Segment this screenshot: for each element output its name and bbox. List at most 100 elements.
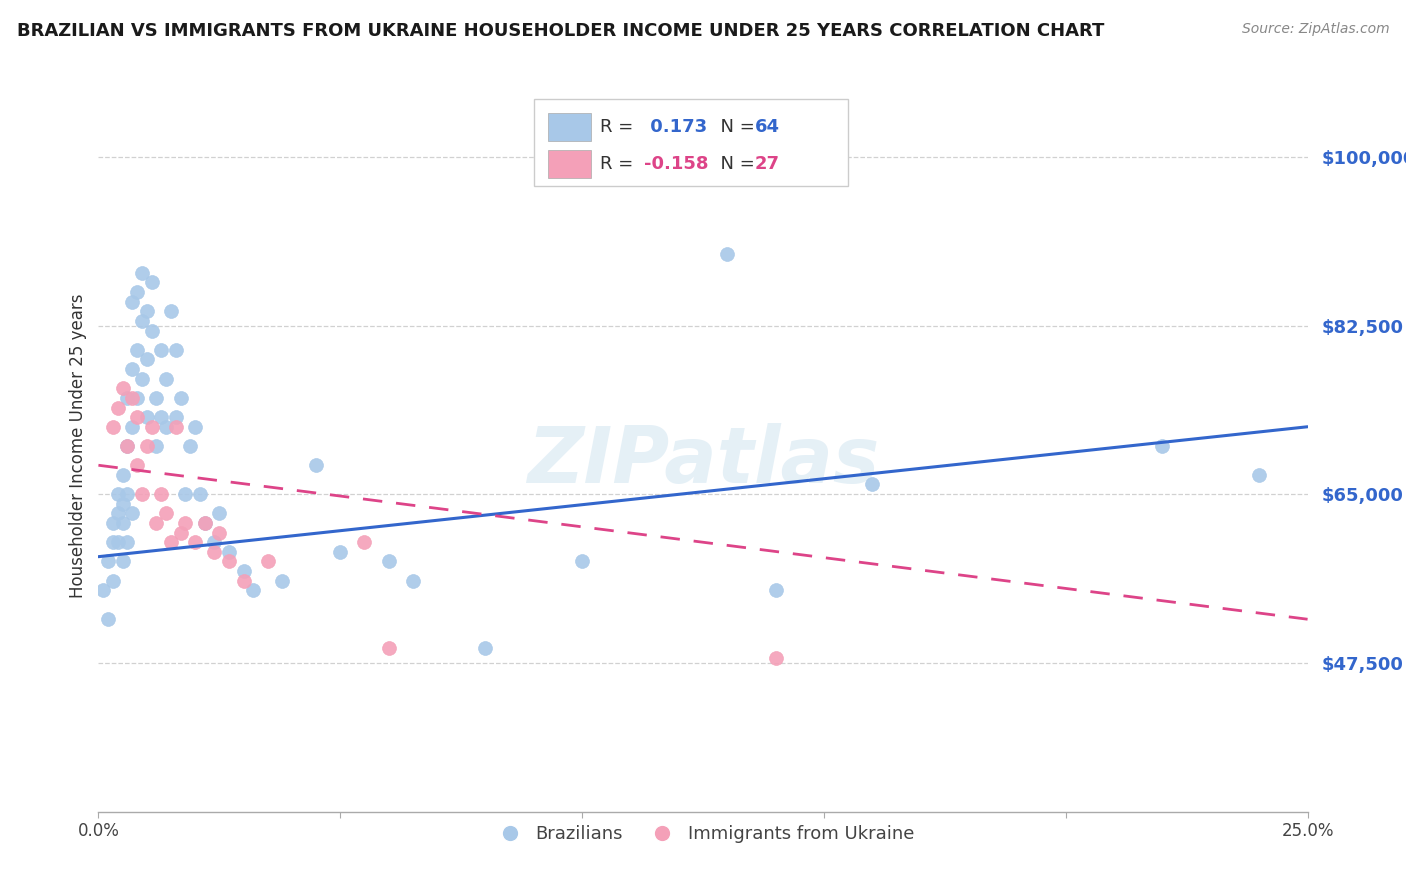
Text: 64: 64 — [755, 118, 780, 136]
Point — [174, 487, 197, 501]
Text: R =: R = — [600, 154, 640, 173]
Point — [91, 583, 114, 598]
Point — [353, 535, 375, 549]
Point — [131, 487, 153, 501]
Point — [150, 410, 173, 425]
Text: N =: N = — [709, 154, 761, 173]
Y-axis label: Householder Income Under 25 years: Householder Income Under 25 years — [69, 293, 87, 599]
Point — [271, 574, 294, 588]
Point — [121, 419, 143, 434]
Point — [117, 439, 139, 453]
Point — [111, 516, 134, 530]
Point — [101, 574, 124, 588]
Point — [155, 507, 177, 521]
Text: Source: ZipAtlas.com: Source: ZipAtlas.com — [1241, 22, 1389, 37]
Point — [716, 246, 738, 260]
Point — [169, 391, 191, 405]
Point — [121, 391, 143, 405]
Point — [329, 545, 352, 559]
Point — [377, 641, 399, 656]
Point — [194, 516, 217, 530]
Point — [402, 574, 425, 588]
Point — [160, 535, 183, 549]
Text: N =: N = — [709, 118, 761, 136]
Point — [97, 554, 120, 568]
Point — [208, 507, 231, 521]
Point — [107, 507, 129, 521]
Point — [111, 381, 134, 395]
Point — [121, 362, 143, 376]
Point — [232, 574, 254, 588]
Point — [184, 535, 207, 549]
FancyBboxPatch shape — [548, 150, 591, 178]
Point — [169, 525, 191, 540]
Point — [194, 516, 217, 530]
Point — [135, 352, 157, 367]
Point — [155, 419, 177, 434]
Point — [179, 439, 201, 453]
Point — [121, 507, 143, 521]
Point — [127, 410, 149, 425]
Point — [135, 410, 157, 425]
Point — [174, 516, 197, 530]
Text: BRAZILIAN VS IMMIGRANTS FROM UKRAINE HOUSEHOLDER INCOME UNDER 25 YEARS CORRELATI: BRAZILIAN VS IMMIGRANTS FROM UKRAINE HOU… — [17, 22, 1104, 40]
Point — [204, 535, 226, 549]
Point — [107, 535, 129, 549]
Point — [117, 487, 139, 501]
Point — [141, 276, 163, 290]
Point — [111, 497, 134, 511]
Point — [232, 564, 254, 578]
Point — [111, 554, 134, 568]
Point — [150, 343, 173, 357]
FancyBboxPatch shape — [548, 113, 591, 141]
Point — [101, 516, 124, 530]
Point — [107, 401, 129, 415]
Point — [165, 419, 187, 434]
Point — [117, 439, 139, 453]
Point — [1152, 439, 1174, 453]
Point — [107, 487, 129, 501]
Point — [101, 419, 124, 434]
Point — [141, 324, 163, 338]
Point — [256, 554, 278, 568]
Point — [160, 304, 183, 318]
Point — [121, 294, 143, 309]
Text: -0.158: -0.158 — [644, 154, 709, 173]
Point — [131, 266, 153, 280]
Text: ZIPatlas: ZIPatlas — [527, 423, 879, 499]
Point — [188, 487, 211, 501]
Point — [101, 535, 124, 549]
Point — [127, 391, 149, 405]
Point — [1249, 467, 1271, 482]
Point — [117, 391, 139, 405]
Point — [135, 439, 157, 453]
Point — [150, 487, 173, 501]
Point — [155, 371, 177, 385]
Point — [165, 343, 187, 357]
Point — [165, 410, 187, 425]
Text: R =: R = — [600, 118, 640, 136]
Point — [97, 612, 120, 626]
Point — [135, 304, 157, 318]
Point — [305, 458, 328, 473]
Point — [184, 419, 207, 434]
Point — [131, 371, 153, 385]
Point — [127, 458, 149, 473]
Point — [131, 314, 153, 328]
Point — [474, 641, 496, 656]
Point — [145, 391, 167, 405]
Text: 0.173: 0.173 — [644, 118, 707, 136]
Legend: Brazilians, Immigrants from Ukraine: Brazilians, Immigrants from Ukraine — [485, 818, 921, 850]
Point — [571, 554, 593, 568]
Point — [765, 650, 787, 665]
Point — [860, 477, 883, 491]
Point — [204, 545, 226, 559]
Point — [208, 525, 231, 540]
Point — [218, 554, 240, 568]
Point — [218, 545, 240, 559]
FancyBboxPatch shape — [534, 99, 848, 186]
Point — [127, 343, 149, 357]
Point — [145, 439, 167, 453]
Point — [127, 285, 149, 299]
Text: 27: 27 — [755, 154, 780, 173]
